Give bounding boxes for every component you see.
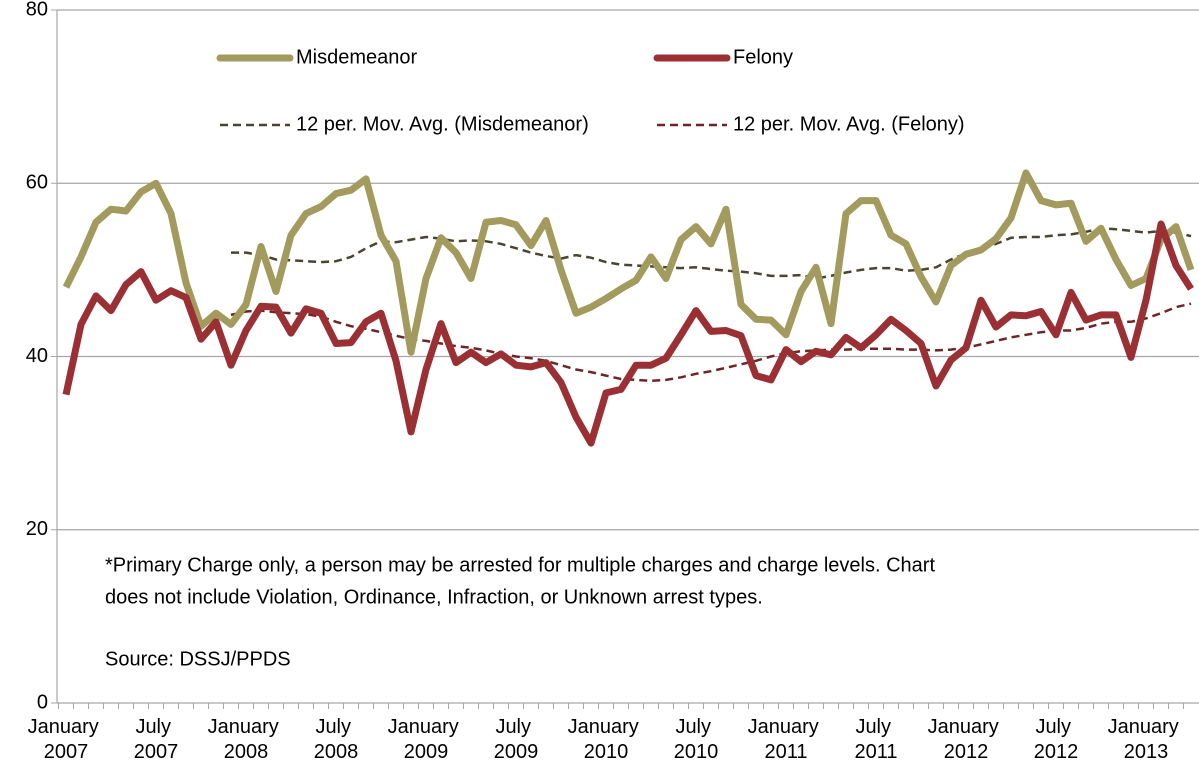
x-tick-label: January 2008: [208, 716, 285, 763]
y-tick-label: 0: [37, 691, 48, 713]
x-tick-label: July 2012: [1034, 716, 1079, 763]
legend-label: 12 per. Mov. Avg. (Felony): [733, 113, 965, 135]
x-tick-label: January 2007: [28, 716, 105, 763]
x-tick-label: January 2013: [1108, 716, 1185, 763]
x-tick-label: July 2010: [674, 716, 719, 763]
x-tick-label: January 2009: [388, 716, 465, 763]
x-tick-label: January 2012: [928, 716, 1005, 763]
series-line: [62, 169, 1195, 356]
x-tick-label: January 2010: [568, 716, 645, 763]
x-tick-label: July 2008: [314, 716, 359, 763]
y-tick-label: 80: [26, 0, 48, 20]
x-tick-label: January 2011: [748, 716, 825, 763]
series-line: [62, 220, 1194, 447]
y-tick-label: 20: [26, 518, 48, 540]
annotation: *Primary Charge only, a person may be ar…: [105, 554, 935, 576]
plot: 0 20 40 60 80 January 2007 July 2007 January 20…: [26, 0, 1199, 763]
y-tick-label: 60: [26, 172, 48, 194]
y-tick-label: 40: [26, 345, 48, 367]
legend-label: 12 per. Mov. Avg. (Misdemeanor): [296, 113, 589, 135]
x-tick-label: July 2007: [134, 716, 179, 763]
legend-label: Misdemeanor: [296, 46, 418, 68]
legend-label: Felony: [733, 46, 793, 68]
x-tick-label: July 2009: [494, 716, 539, 763]
x-tick-label: July 2011: [854, 716, 897, 763]
annotation: does not include Violation, Ordinance, I…: [105, 586, 763, 608]
source: Source: DSSJ/PPDS: [105, 648, 291, 670]
